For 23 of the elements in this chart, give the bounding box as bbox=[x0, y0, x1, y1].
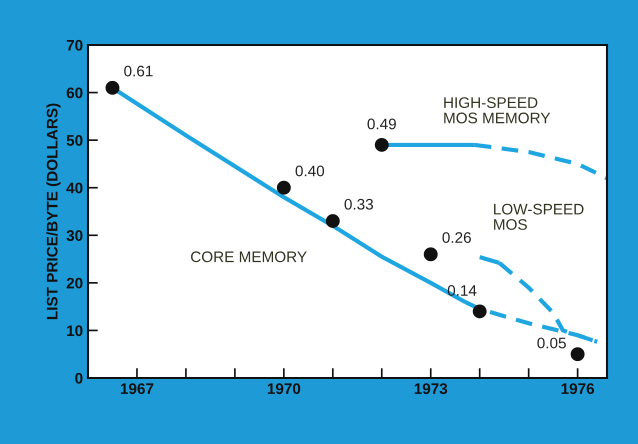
series-label: LOW-SPEED MOS bbox=[494, 204, 584, 230]
x-tick-label: 1970 bbox=[268, 383, 300, 394]
annotation: 0.40 bbox=[296, 166, 324, 176]
annotation: 0.05 bbox=[537, 338, 566, 348]
text: CORE MEMORY bbox=[191, 251, 307, 262]
annotation: 0.49 bbox=[368, 118, 396, 130]
y-tick-label: 30 bbox=[66, 230, 83, 241]
y-tick-label: 0 bbox=[75, 372, 83, 384]
x-tick-label: 1973 bbox=[414, 383, 448, 394]
x-tick-label: 1967 bbox=[120, 383, 154, 394]
y-tick-label: 20 bbox=[66, 278, 83, 289]
x-tick-label: 1976 bbox=[562, 383, 594, 394]
annotation: 0.14 bbox=[448, 285, 476, 296]
y-tick-label: 10 bbox=[67, 325, 83, 336]
annotation: 0.33 bbox=[344, 198, 373, 210]
y-tick-label: 50 bbox=[66, 135, 83, 146]
annotation: 0.61 bbox=[124, 66, 153, 76]
y-tick-label: 70 bbox=[66, 40, 83, 51]
y-tick-label: 60 bbox=[66, 87, 83, 98]
annotation: 0.26 bbox=[442, 232, 471, 243]
y-axis-title: LIST PRICE/BYTE (DOLLARS) bbox=[46, 104, 61, 320]
series-label: HIGH-SPEED MOS MEMORY bbox=[444, 97, 550, 124]
y-tick-label: 40 bbox=[66, 182, 83, 194]
